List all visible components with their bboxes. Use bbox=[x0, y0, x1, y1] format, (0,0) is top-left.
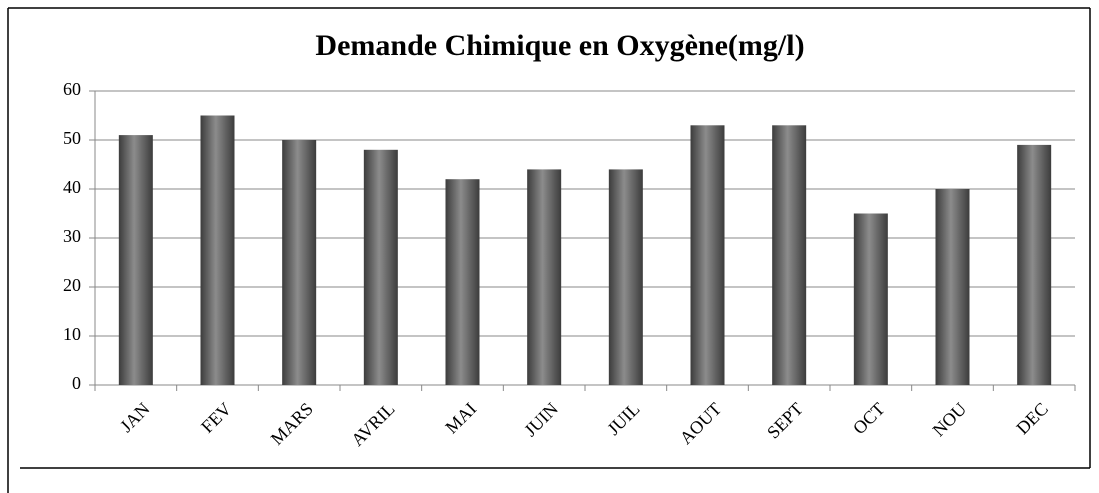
bar bbox=[118, 135, 153, 385]
x-tick-label: SEPT bbox=[763, 399, 807, 443]
y-tick-label: 20 bbox=[63, 275, 81, 295]
y-tick-label: 10 bbox=[63, 324, 81, 344]
bar bbox=[690, 125, 725, 386]
x-tick-label: JUIN bbox=[520, 399, 562, 441]
x-tick-label: NOU bbox=[929, 399, 971, 441]
bar bbox=[445, 179, 480, 385]
x-tick-label: AOUT bbox=[676, 399, 725, 448]
y-tick-label: 50 bbox=[63, 128, 81, 148]
x-tick-label: MARS bbox=[267, 399, 317, 449]
bar bbox=[853, 213, 888, 385]
y-tick-label: 40 bbox=[63, 177, 81, 197]
y-tick-label: 30 bbox=[63, 226, 81, 246]
bar bbox=[1017, 144, 1052, 385]
chart-title: Demande Chimique en Oxygène(mg/l) bbox=[315, 29, 804, 62]
x-tick-label: JUIL bbox=[603, 399, 643, 439]
x-tick-label: DEC bbox=[1012, 399, 1052, 439]
bar bbox=[772, 125, 807, 386]
bar bbox=[527, 169, 562, 385]
bar bbox=[608, 169, 643, 385]
y-tick-label: 60 bbox=[63, 79, 81, 99]
x-tick-label: MAI bbox=[441, 399, 480, 438]
x-tick-label: FEV bbox=[197, 399, 235, 437]
frame bbox=[7, 7, 1091, 493]
bar bbox=[363, 149, 398, 385]
bar bbox=[282, 140, 317, 385]
bar bbox=[935, 189, 970, 385]
x-tick-label: OCT bbox=[849, 399, 889, 439]
y-tick-label: 0 bbox=[72, 373, 81, 393]
x-tick-label: JAN bbox=[116, 399, 153, 436]
bar bbox=[200, 115, 235, 385]
x-tick-label: AVRIL bbox=[347, 399, 398, 450]
